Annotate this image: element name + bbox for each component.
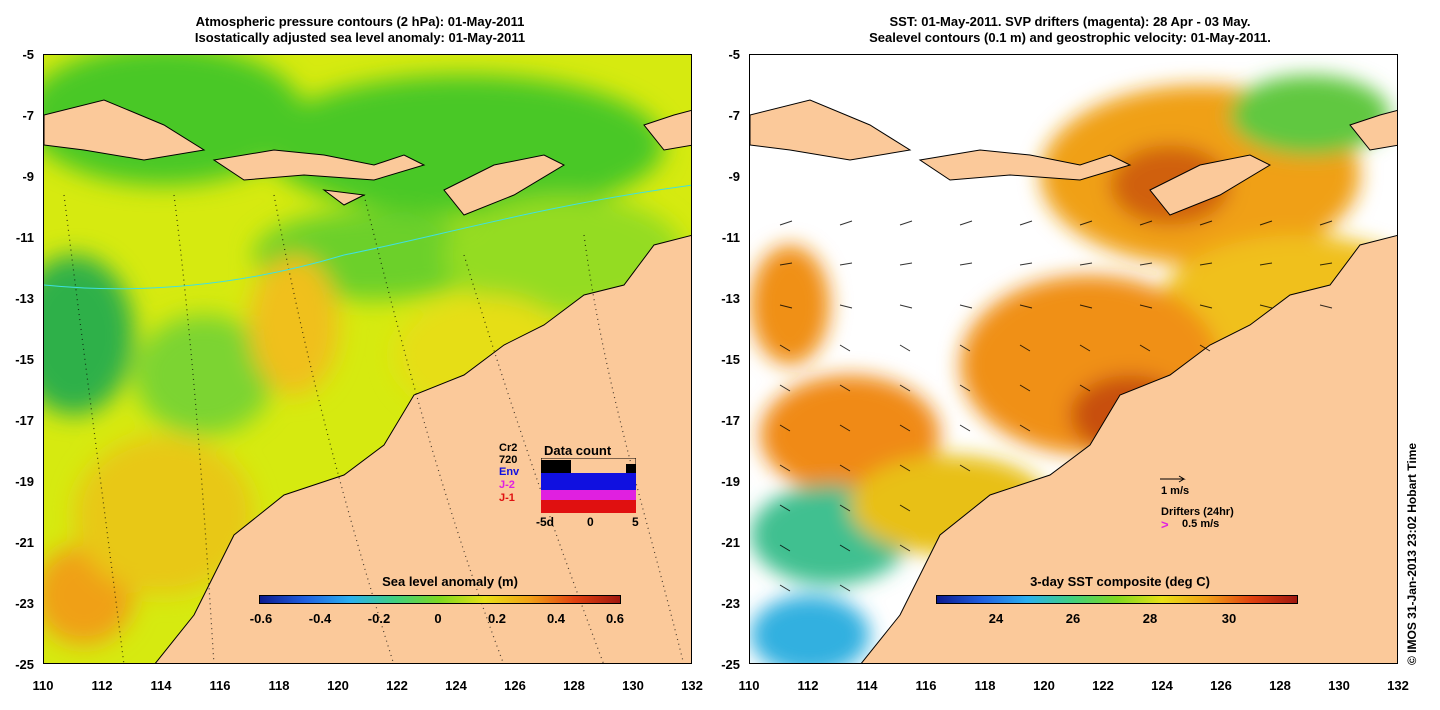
left-xtick: 130: [622, 678, 644, 693]
left-colorbar-tick: 0: [434, 611, 442, 626]
inset-xtick-3: 5: [632, 515, 639, 529]
right-xtick: 126: [1210, 678, 1232, 693]
right-ytick: -23: [721, 596, 740, 611]
right-ytick: -21: [721, 535, 740, 550]
left-ytick: -15: [15, 352, 34, 367]
inset-xtick-2: 0: [587, 515, 594, 529]
right-map[interactable]: 1 m/s Drifters (24hr) > 0.5 m/s: [749, 54, 1398, 664]
left-title-line1: Atmospheric pressure contours (2 hPa): 0…: [195, 14, 525, 29]
left-xtick: 124: [445, 678, 467, 693]
inset-legend-env: Env: [499, 466, 520, 478]
left-ytick: -13: [15, 291, 34, 306]
drifters-scale-symbol: >: [1161, 517, 1169, 532]
left-colorbar-tick: 0.2: [487, 611, 507, 626]
right-xtick: 128: [1269, 678, 1291, 693]
right-ytick: -25: [721, 657, 740, 672]
right-xtick: 132: [1387, 678, 1409, 693]
right-xtick: 116: [915, 678, 937, 693]
left-colorbar: [259, 595, 621, 604]
pressure-contours: [63, 194, 685, 663]
drifters-label: Drifters (24hr): [1161, 506, 1234, 518]
right-title-line1: SST: 01-May-2011. SVP drifters (magenta)…: [889, 14, 1251, 29]
right-xtick: 112: [797, 678, 819, 693]
left-ytick: -25: [15, 657, 34, 672]
left-colorbar-tick: -0.6: [249, 611, 273, 626]
left-xtick: 126: [504, 678, 526, 693]
australia-land-right: [860, 234, 1397, 663]
velocity-scale-label: 1 m/s: [1161, 485, 1190, 497]
left-xtick: 112: [91, 678, 113, 693]
left-ytick: -5: [22, 47, 34, 62]
sla-field: [44, 55, 684, 645]
coastal-contour-cyan: [44, 184, 691, 290]
left-xtick: 110: [32, 678, 54, 693]
right-title-line2: Sealevel contours (0.1 m) and geostrophi…: [869, 30, 1271, 45]
left-colorbar-tick: -0.4: [308, 611, 332, 626]
inset-legend-j2: J-2: [499, 479, 515, 491]
right-ytick: -17: [721, 413, 740, 428]
drifters-scale-label: 0.5 m/s: [1182, 518, 1220, 530]
left-ytick: -7: [22, 108, 34, 123]
right-xtick: 130: [1328, 678, 1350, 693]
right-xtick: 124: [1151, 678, 1173, 693]
right-ytick: -11: [721, 230, 740, 245]
right-ytick: -15: [721, 352, 740, 367]
right-ytick: -19: [721, 474, 740, 489]
left-xtick: 114: [150, 678, 172, 693]
right-ytick: -13: [721, 291, 740, 306]
left-ytick: -11: [15, 230, 34, 245]
left-ytick: -21: [15, 535, 34, 550]
right-xtick: 122: [1092, 678, 1114, 693]
right-colorbar-tick: 28: [1142, 611, 1158, 626]
right-colorbar: [936, 595, 1298, 604]
copyright-text: © IMOS 31-Jan-2013 23:02 Hobart Time: [1405, 442, 1419, 665]
left-xtick: 118: [268, 678, 290, 693]
left-ytick: -23: [15, 596, 34, 611]
australia-land: [154, 234, 691, 663]
right-ytick: -7: [728, 108, 740, 123]
inset-xtick-1: -5d: [536, 515, 554, 529]
right-xtick: 110: [738, 678, 760, 693]
right-colorbar-title: 3-day SST composite (deg C): [1030, 574, 1210, 589]
left-xtick: 122: [386, 678, 408, 693]
right-map-svg: [750, 55, 1397, 663]
right-colorbar-tick: 30: [1221, 611, 1237, 626]
left-xtick: 116: [209, 678, 231, 693]
velocity-scale-arrow: [1160, 475, 1186, 483]
inset-bars: [541, 458, 636, 513]
right-xtick: 118: [974, 678, 996, 693]
inset-legend-j1: J-1: [499, 492, 515, 504]
left-colorbar-tick: -0.2: [367, 611, 391, 626]
right-colorbar-tick: 24: [988, 611, 1004, 626]
left-xtick: 120: [327, 678, 349, 693]
inset-title: Data count: [544, 443, 612, 458]
left-title-line2: Isostatically adjusted sea level anomaly…: [194, 30, 526, 45]
inset-legend-cr2: Cr2: [499, 442, 518, 454]
indonesia-islands: [44, 99, 691, 216]
left-colorbar-tick: 0.6: [605, 611, 625, 626]
left-map[interactable]: Cr2 720 Env J-2 J-1 Data count -5d 0 5: [43, 54, 692, 664]
right-colorbar-tick: 26: [1065, 611, 1081, 626]
indonesia-islands-right: [750, 99, 1397, 216]
right-ytick: -9: [728, 169, 740, 184]
left-ytick: -19: [15, 474, 34, 489]
left-colorbar-tick: 0.4: [546, 611, 566, 626]
inset-legend-720: 720: [499, 454, 518, 466]
left-xtick: 128: [563, 678, 585, 693]
left-ytick: -9: [22, 169, 34, 184]
right-ytick: -5: [728, 47, 740, 62]
right-xtick: 120: [1033, 678, 1055, 693]
left-colorbar-title: Sea level anomaly (m): [382, 574, 518, 589]
left-xtick: 132: [681, 678, 703, 693]
right-xtick: 114: [856, 678, 878, 693]
left-map-svg: [44, 55, 691, 663]
left-ytick: -17: [15, 413, 34, 428]
velocity-vectors: [779, 220, 1333, 592]
